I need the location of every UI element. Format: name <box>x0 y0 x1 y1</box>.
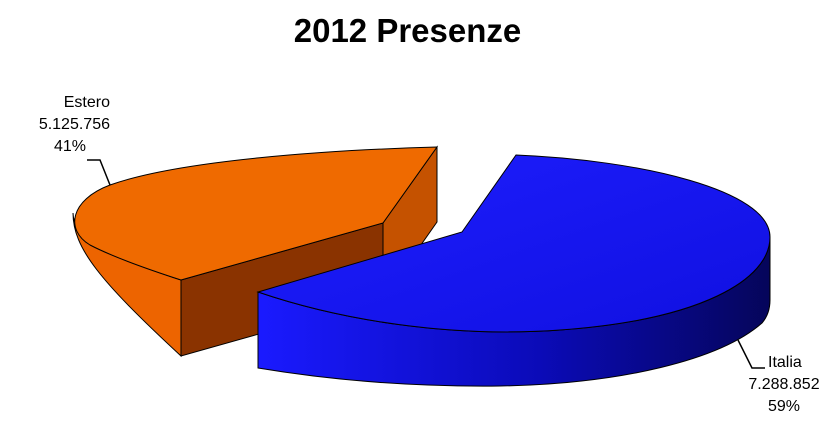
slice-label-italia-name: Italia <box>768 354 802 371</box>
slice-estero-top <box>74 146 438 281</box>
chart-title: 2012 Presenze <box>293 12 522 49</box>
leader-line-estero <box>87 159 111 186</box>
slice-italia-top <box>256 154 771 333</box>
slice-label-italia-value: 7.288.852 <box>748 376 820 393</box>
leader-line-italia <box>737 339 765 369</box>
slice-label-estero-name: Estero <box>63 94 110 111</box>
slice-label-italia-percent: 59% <box>767 398 801 415</box>
slice-label-italia: Italia 7.288.852 59% <box>744 352 824 418</box>
slice-label-estero-percent: 41% <box>53 138 86 155</box>
slice-italia <box>256 154 771 387</box>
slice-label-estero-value: 5.125.756 <box>38 116 110 133</box>
slice-label-estero: Estero 5.125.756 41% <box>0 92 110 158</box>
